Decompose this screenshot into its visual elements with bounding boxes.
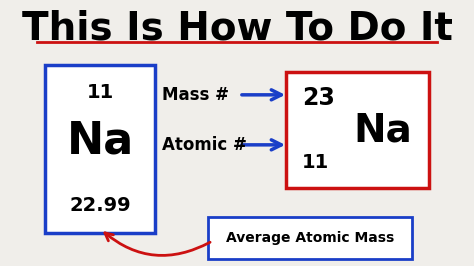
Text: Atomic #: Atomic # <box>162 136 246 154</box>
Text: 22.99: 22.99 <box>70 196 131 215</box>
FancyBboxPatch shape <box>286 72 428 188</box>
FancyBboxPatch shape <box>209 217 412 259</box>
FancyBboxPatch shape <box>46 65 155 233</box>
Text: 23: 23 <box>302 86 335 110</box>
Text: Na: Na <box>354 111 412 149</box>
Text: This Is How To Do It: This Is How To Do It <box>21 9 453 47</box>
Text: Na: Na <box>67 119 134 163</box>
Text: 11: 11 <box>87 83 114 102</box>
FancyArrowPatch shape <box>105 233 210 255</box>
Text: 11: 11 <box>302 153 329 172</box>
Text: Mass #: Mass # <box>162 86 228 104</box>
Text: Average Atomic Mass: Average Atomic Mass <box>226 231 394 245</box>
